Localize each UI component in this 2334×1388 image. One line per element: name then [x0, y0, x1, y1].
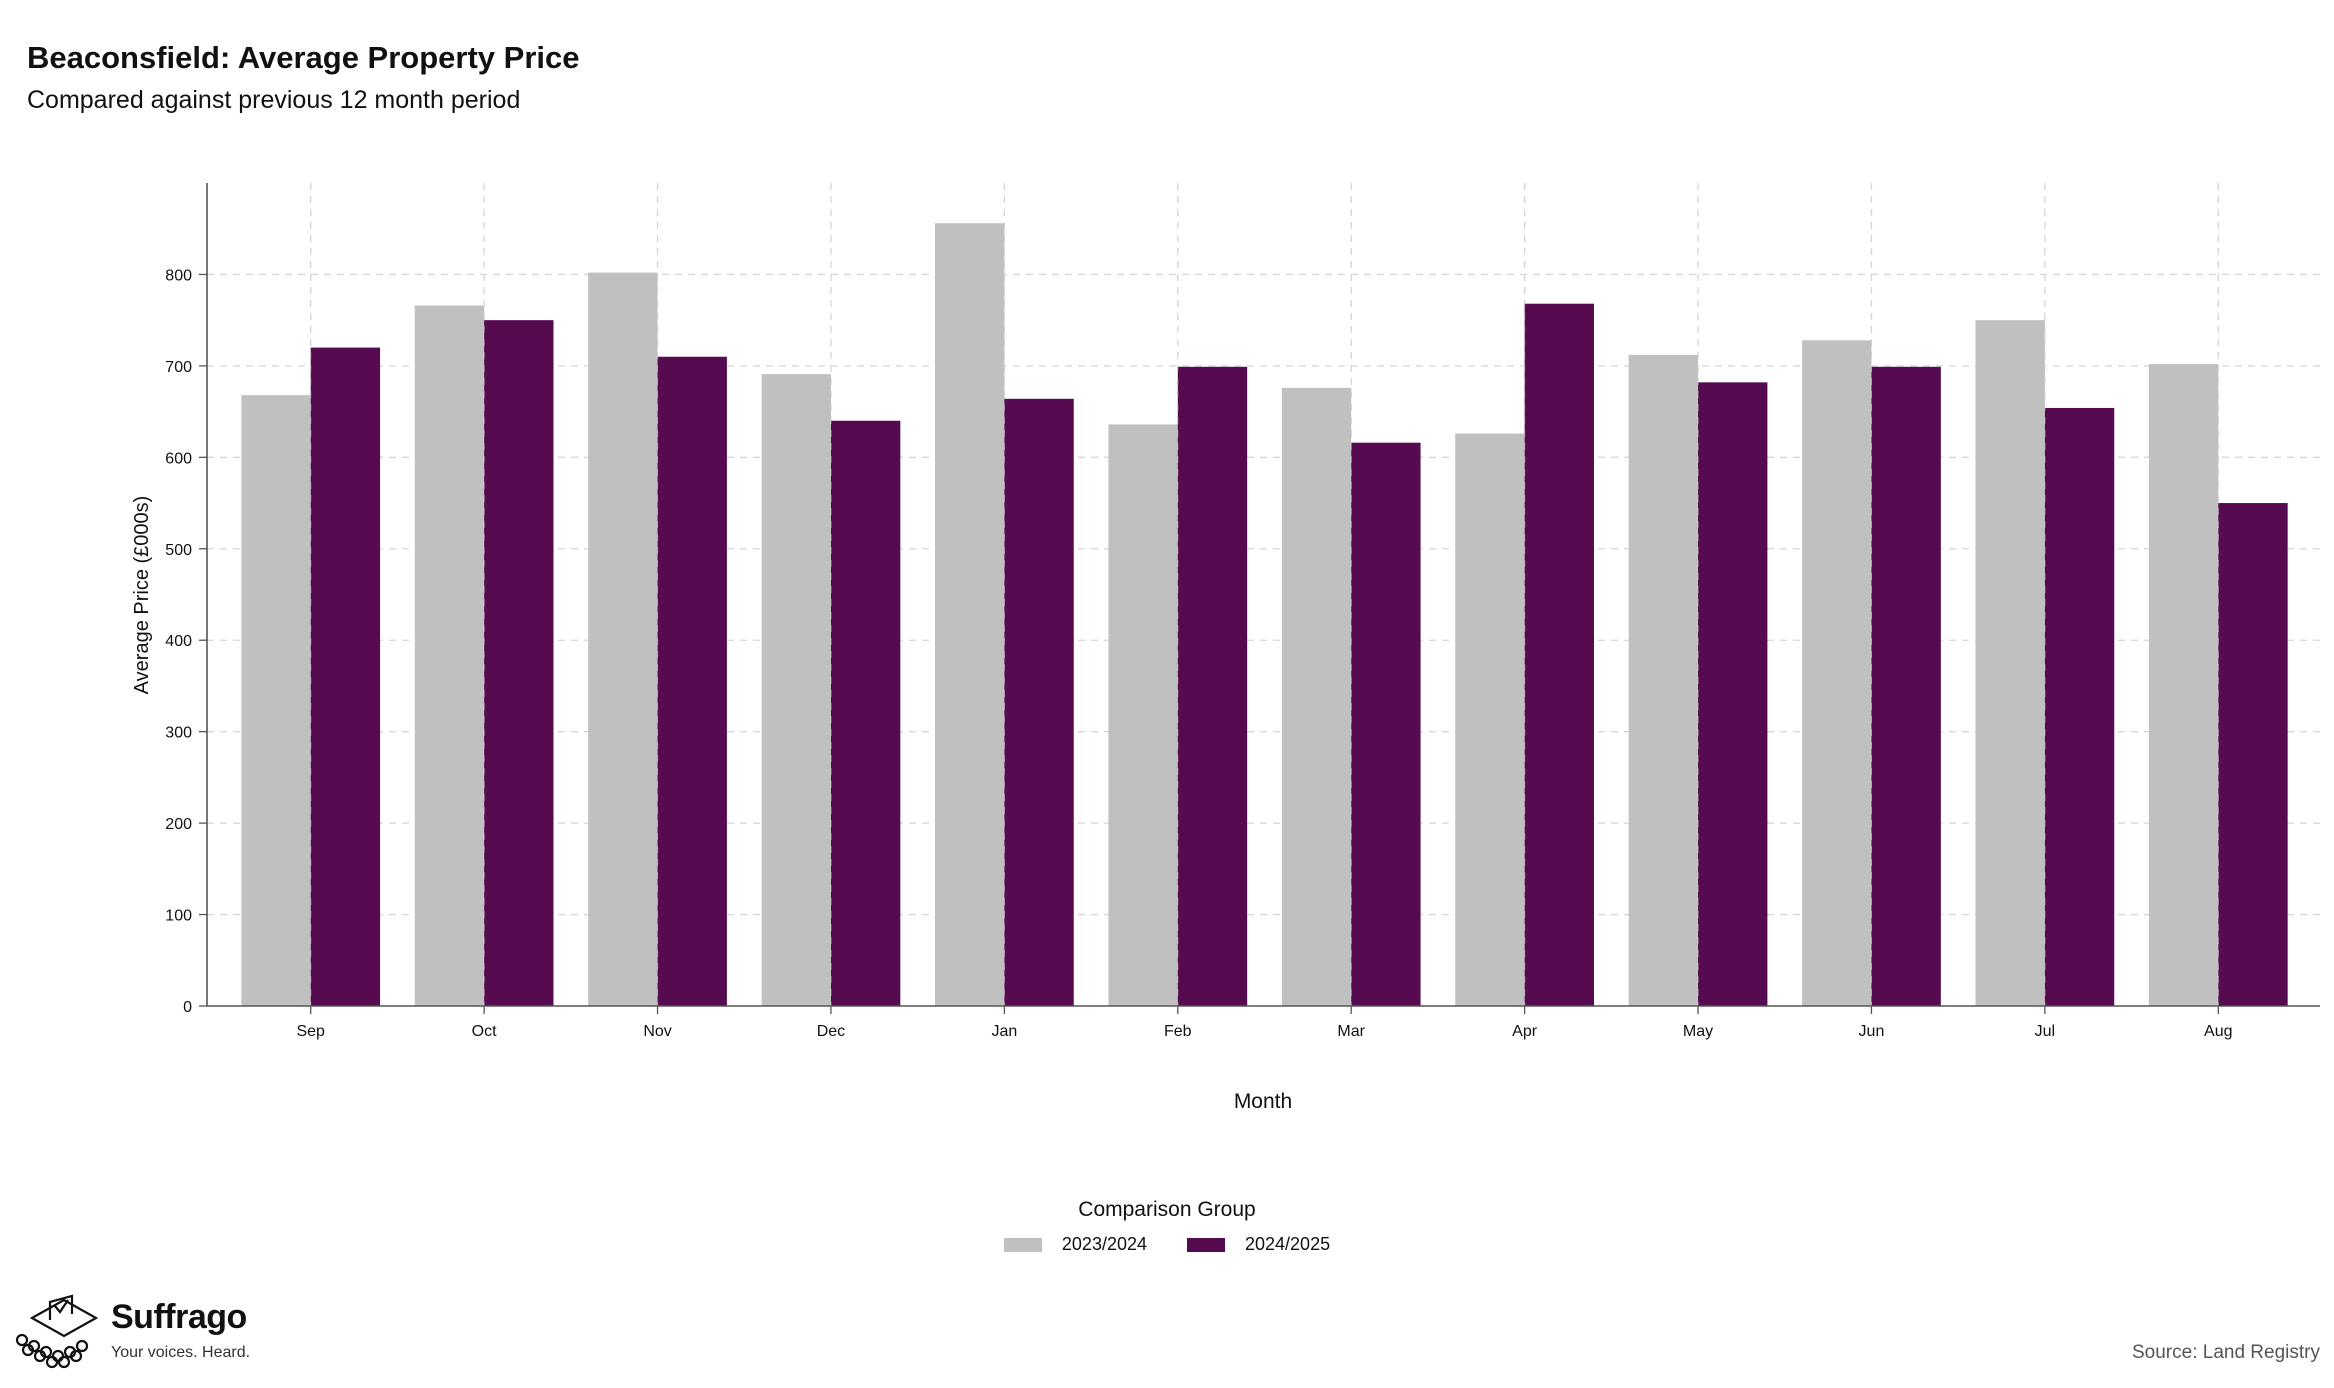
bar-2023-2024-oct — [414, 305, 485, 1007]
bar-2023-2024-jun — [1802, 340, 1872, 1007]
legend-item-series-1: 2023/2024 — [1003, 1234, 1147, 1255]
bars — [241, 183, 2288, 1007]
x-tick-label: Dec — [817, 1023, 845, 1040]
y-tick-label: 500 — [165, 542, 192, 559]
legend-swatch — [1187, 1237, 1225, 1252]
x-tick-label: Jan — [991, 1023, 1017, 1040]
bar-2023-2024-jan — [935, 223, 1005, 1007]
legend-label: 2024/2025 — [1245, 1234, 1331, 1254]
bar-2023-2024-nov — [588, 272, 658, 1006]
bar-2024-2025-dec — [830, 420, 901, 1006]
bar-2023-2024-jul — [1975, 320, 2045, 1007]
y-tick-label: 600 — [165, 450, 192, 467]
bar-2024-2025-apr — [1524, 303, 1594, 1006]
bar-2024-2025-oct — [484, 320, 554, 1007]
ballot-box-logo-icon — [15, 1294, 99, 1369]
legend-label: 2023/2024 — [1061, 1234, 1147, 1254]
x-tick-label: Aug — [2204, 1023, 2232, 1040]
grid-lines — [207, 183, 2320, 1006]
x-tick-label: Feb — [1164, 1023, 1192, 1040]
bar-2024-2025-jan — [1004, 398, 1074, 1006]
x-tick-label: Oct — [472, 1023, 497, 1040]
x-tick-label: Apr — [1512, 1023, 1538, 1040]
y-tick-label: 100 — [165, 908, 192, 925]
chart-title: Beaconsfield: Average Property Price — [27, 40, 580, 75]
bar-2023-2024-apr — [1455, 433, 1525, 1007]
y-tick-label: 400 — [165, 633, 192, 650]
y-tick-label: 800 — [165, 267, 192, 284]
bar-2023-2024-dec — [761, 374, 831, 1006]
bar-2024-2025-may — [1698, 382, 1768, 1006]
bar-2023-2024-may — [1628, 354, 1699, 1007]
legend-items: 2023/2024 2024/2025 — [0, 1234, 2334, 1255]
y-tick-label: 200 — [165, 816, 192, 833]
legend-swatch — [1003, 1237, 1042, 1252]
x-tick-label: Jun — [1859, 1023, 1885, 1040]
legend-title: Comparison Group — [1078, 1198, 1256, 1221]
x-tick-label: Nov — [643, 1023, 671, 1040]
axes: 0 100 200 300 400 500 600 700 800 Sep Oct Nov Dec Jan… — [165, 183, 2320, 1040]
y-tick-label: 300 — [165, 725, 192, 742]
bar-2024-2025-nov — [657, 356, 727, 1006]
bar-2023-2024-aug — [2148, 364, 2219, 1006]
x-tick-label: May — [1683, 1023, 1713, 1040]
bar-2024-2025-aug — [2218, 503, 2288, 1006]
bar-2024-2025-jun — [1871, 366, 1941, 1006]
x-axis-title: Month — [1234, 1090, 1292, 1113]
bar-chart: 0 100 200 300 400 500 600 700 800 Sep Oct Nov Dec Jan… — [131, 183, 2320, 1113]
y-tick-label: 0 — [183, 999, 192, 1016]
brand-tagline: Your voices. Heard. — [111, 1344, 251, 1361]
x-tick-label: Jul — [2035, 1023, 2055, 1040]
bar-2023-2024-mar — [1281, 387, 1352, 1006]
bar-2024-2025-sep — [310, 347, 381, 1007]
bar-2023-2024-sep — [241, 395, 311, 1006]
y-axis-title: Average Price (£000s) — [131, 496, 153, 695]
bar-2024-2025-mar — [1351, 442, 1421, 1006]
legend-item-series-2: 2024/2025 — [1187, 1234, 1330, 1255]
y-tick-label: 700 — [165, 359, 192, 376]
bar-2023-2024-feb — [1108, 424, 1178, 1006]
bar-2024-2025-feb — [1177, 366, 1248, 1006]
brand-name: Suffrago — [111, 1298, 247, 1336]
x-tick-label: Mar — [1337, 1023, 1365, 1040]
bar-2024-2025-jul — [2044, 407, 2115, 1006]
x-tick-label: Sep — [296, 1023, 325, 1040]
chart-subtitle: Compared against previous 12 month perio… — [27, 86, 521, 114]
source-note: Source: Land Registry — [2132, 1342, 2320, 1363]
